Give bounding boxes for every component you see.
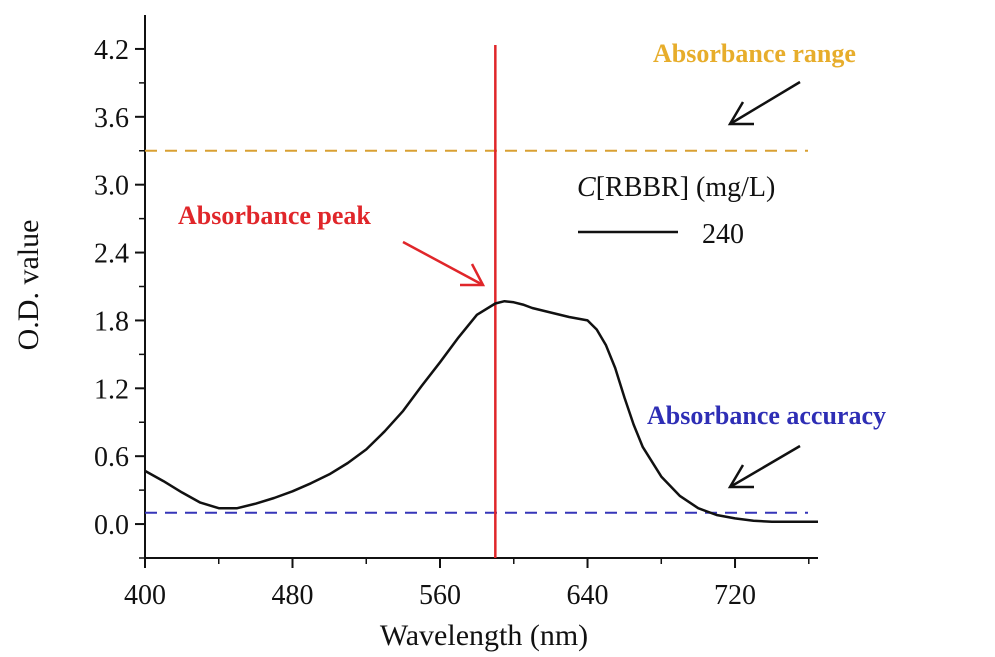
y-tick-label: 4.2 [94, 35, 129, 66]
x-axis-title: Wavelength (nm) [380, 619, 588, 652]
axis-ticks [135, 47, 810, 568]
annotation-absorbance-range: Absorbance range [653, 39, 856, 68]
x-tick-label: 480 [272, 580, 314, 611]
annotation-absorbance-peak: Absorbance peak [178, 201, 371, 230]
legend-title-rest: [RBBR] (mg/L) [596, 172, 776, 203]
y-tick-label: 3.0 [94, 171, 129, 202]
legend-title-italic: C [577, 172, 596, 203]
legend-title: C[RBBR] (mg/L) [577, 172, 775, 203]
y-tick-label: 1.8 [94, 306, 129, 337]
legend: C[RBBR] (mg/L) 240 [577, 172, 775, 250]
x-tick-label: 640 [567, 580, 609, 611]
annotation-absorbance-accuracy: Absorbance accuracy [647, 401, 886, 430]
y-tick-label: 2.4 [94, 239, 129, 270]
y-tick-label: 1.2 [94, 374, 129, 405]
x-tick-label: 400 [124, 580, 166, 611]
x-tick-label: 720 [714, 580, 756, 611]
series-line-240 [144, 299, 818, 524]
y-tick-label: 0.6 [94, 442, 129, 473]
y-tick-label: 0.0 [94, 510, 129, 541]
arrow-range [727, 80, 801, 126]
y-axis-title: O.D. value [12, 220, 45, 351]
arrow-accuracy [727, 444, 801, 489]
axis-tick-labels: 400 480 560 640 720 0.0 0.6 1.2 1.8 2.4 3.0 3.6 4.2 [94, 35, 756, 611]
x-tick-label: 560 [419, 580, 461, 611]
legend-entry-label: 240 [702, 219, 744, 250]
arrow-peak [402, 240, 486, 287]
reference-lines [145, 45, 808, 558]
y-tick-label: 3.6 [94, 103, 129, 134]
series-layer [144, 299, 818, 524]
